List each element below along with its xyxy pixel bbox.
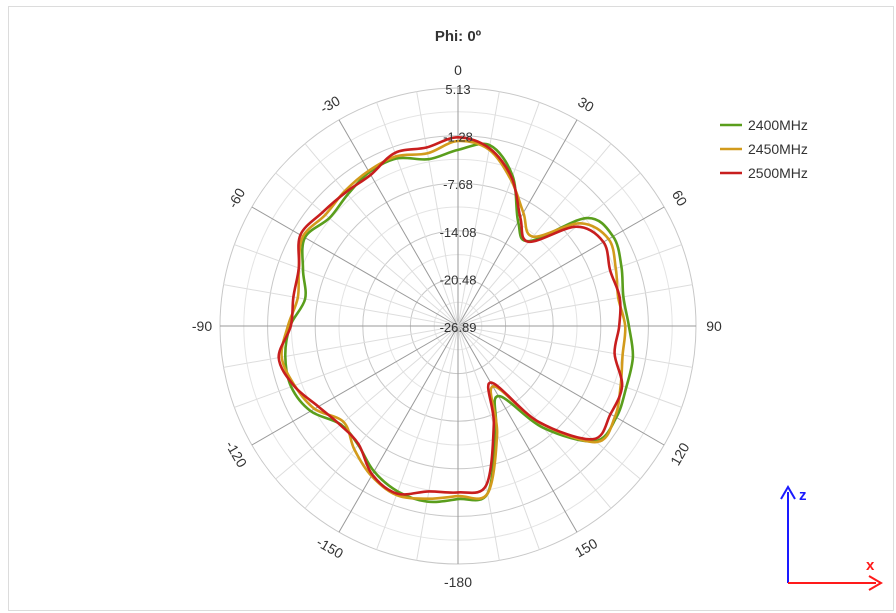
- angle-tick-label: 150: [572, 535, 600, 561]
- axis-indicator: zx: [780, 485, 883, 591]
- grid-spoke-minor: [457, 143, 612, 327]
- series-line-2400MHz: [283, 142, 635, 504]
- grid-spoke-minor: [457, 244, 682, 327]
- legend: 2400MHz 2450MHz 2500MHz: [720, 117, 808, 181]
- grid-spoke-minor: [457, 325, 500, 561]
- grid-spoke-major: [338, 119, 459, 327]
- grid-spoke-minor: [223, 325, 459, 368]
- grid-spoke-minor: [275, 325, 459, 480]
- grid-spoke-major: [457, 206, 665, 327]
- legend-label: 2450MHz: [748, 141, 808, 157]
- radial-tick-label: -7.68: [443, 177, 473, 192]
- angle-tick-label: 0: [454, 62, 462, 78]
- grid-spoke-minor: [234, 325, 459, 408]
- series-line-2450MHz: [280, 139, 627, 501]
- grid-spoke-minor: [457, 325, 540, 550]
- angle-tick-label: -60: [224, 185, 248, 211]
- grid-spoke-minor: [457, 91, 500, 327]
- grid-spoke-minor: [304, 325, 459, 509]
- grid-spoke-minor: [304, 143, 459, 327]
- grid-spoke-minor: [457, 172, 641, 327]
- grid-spoke-minor: [416, 91, 459, 327]
- angle-tick-label: -30: [317, 92, 343, 116]
- legend-label: 2500MHz: [748, 165, 808, 181]
- x-arrowhead-icon: [868, 575, 883, 591]
- z-axis-label: z: [799, 487, 807, 504]
- chart-title: Phi: 0º: [435, 28, 482, 45]
- grid-spoke-major: [251, 325, 459, 446]
- grid-spoke-major: [338, 325, 459, 533]
- grid-spoke-minor: [457, 102, 540, 327]
- angle-tick-label: -180: [444, 574, 472, 590]
- grid-spoke-minor: [457, 325, 612, 509]
- grid-spoke-minor: [223, 284, 459, 327]
- grid-spoke-minor: [234, 244, 459, 327]
- grid-spoke-minor: [416, 325, 459, 561]
- x-axis-label: x: [866, 557, 875, 574]
- grid-spoke-minor: [457, 325, 682, 408]
- grid-spoke-major: [457, 325, 665, 446]
- radial-tick-label: -26.89: [440, 320, 477, 335]
- radial-tick-label: -20.48: [440, 272, 477, 287]
- radial-tick-labels: 5.13 -1.28 -7.68 -14.08 -20.48 -26.89: [440, 82, 477, 335]
- angle-tick-label: -90: [192, 318, 212, 334]
- grid-spoke-minor: [457, 325, 641, 480]
- radial-tick-label: 5.13: [445, 82, 470, 97]
- series-line-2500MHz: [277, 135, 624, 496]
- grid-spoke-minor: [275, 172, 459, 327]
- z-arrowhead-icon: [780, 485, 796, 500]
- chart-frame: [8, 6, 894, 611]
- series-group: [277, 135, 635, 504]
- angle-tick-label: -120: [222, 438, 250, 470]
- grid-spoke-minor: [376, 102, 459, 327]
- radial-tick-label: -14.08: [440, 225, 477, 240]
- legend-label: 2400MHz: [748, 117, 808, 133]
- grid-spoke-minor: [457, 325, 693, 368]
- angle-tick-label: 90: [706, 318, 722, 334]
- radial-tick-label: -1.28: [443, 130, 473, 145]
- grid-spoke-minor: [376, 325, 459, 550]
- grid-spoke-major: [457, 325, 578, 533]
- grid-spoke-major: [251, 206, 459, 327]
- angle-tick-label: 30: [575, 93, 597, 115]
- angle-tick-label: -150: [314, 534, 346, 562]
- grid-spoke-minor: [457, 284, 693, 327]
- angle-tick-label: 120: [667, 440, 693, 468]
- angle-tick-label: 60: [669, 187, 691, 209]
